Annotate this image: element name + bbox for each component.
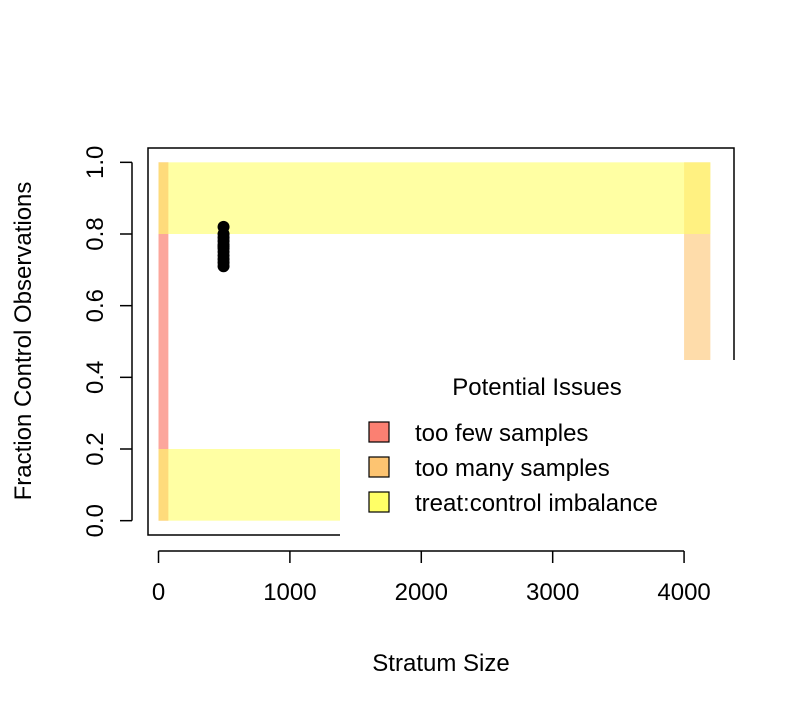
legend-label: treat:control imbalance <box>415 490 658 517</box>
y-axis-title: Fraction Control Observations <box>10 182 37 501</box>
x-tick-label: 1000 <box>263 579 316 606</box>
y-tick-label: 0.0 <box>82 504 109 537</box>
legend-swatch <box>368 456 390 478</box>
x-tick-label: 3000 <box>526 579 579 606</box>
y-tick-label: 0.2 <box>82 432 109 465</box>
y-tick-label: 0.4 <box>82 361 109 394</box>
legend-swatch <box>368 421 390 443</box>
legend-label: too few samples <box>415 420 588 447</box>
y-tick-label: 1.0 <box>82 146 109 179</box>
legend: Potential Issues too few samples too many… <box>340 360 736 536</box>
region-too-few-samples-0 <box>158 162 169 521</box>
legend-entries: too few samples too many samples treat:con… <box>368 420 658 517</box>
legend-label: too many samples <box>415 455 610 482</box>
x-tick-label: 4000 <box>657 579 710 606</box>
legend-swatch <box>368 491 390 513</box>
data-points <box>217 220 230 273</box>
y-tick-label: 0.6 <box>82 289 109 322</box>
y-tick-label: 0.8 <box>82 217 109 250</box>
y-axis: 0.0 0.2 0.4 0.6 0.8 1.0 <box>82 146 133 537</box>
legend-title: Potential Issues <box>452 374 621 401</box>
x-axis: 0 1000 2000 3000 4000 <box>152 550 711 606</box>
x-tick-label: 0 <box>152 579 165 606</box>
legend-box <box>340 360 736 536</box>
data-point <box>217 220 230 233</box>
x-axis-title: Stratum Size <box>372 650 509 677</box>
region-treat-control-imbalance-2 <box>158 162 711 234</box>
x-tick-label: 2000 <box>395 579 448 606</box>
